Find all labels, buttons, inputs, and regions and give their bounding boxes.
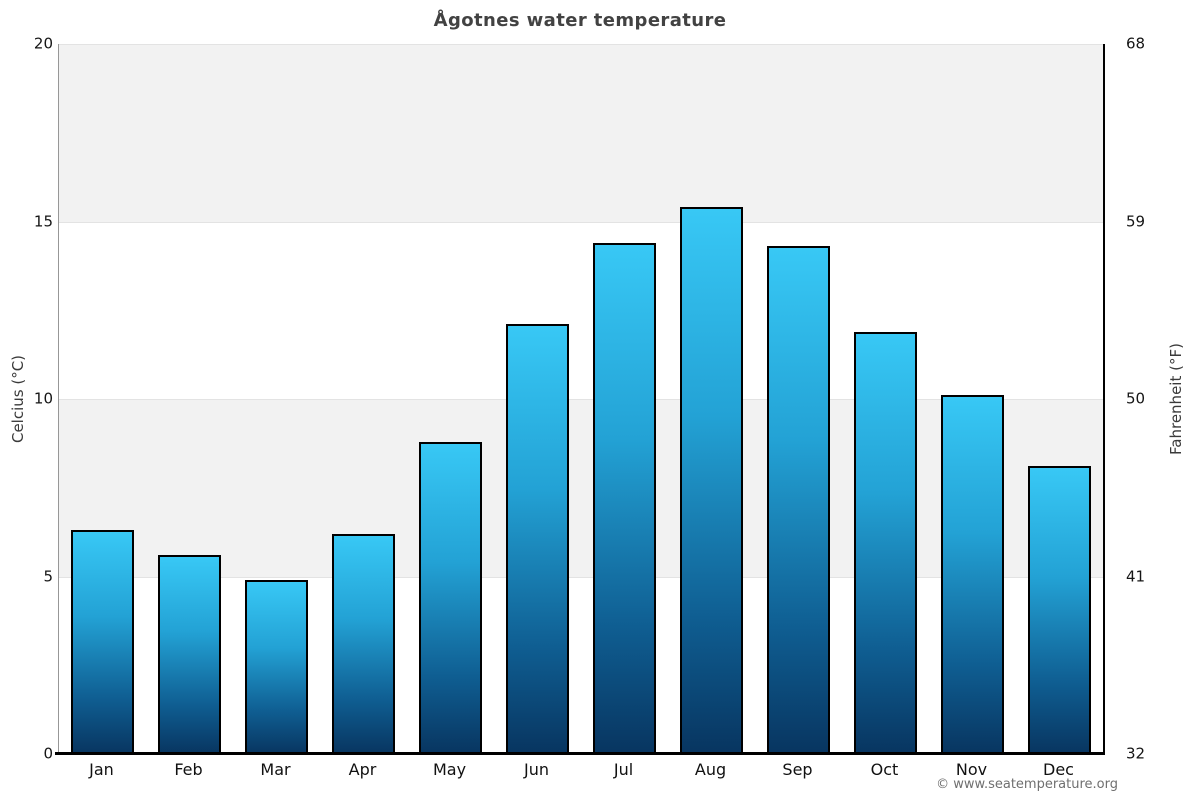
- bar-aug: [680, 207, 743, 754]
- bar-slot-aug: [668, 44, 755, 754]
- y-tick-left-0: 0: [43, 744, 53, 763]
- x-axis-line: [55, 752, 1105, 755]
- bar-slot-sep: [755, 44, 842, 754]
- bar-feb: [158, 555, 221, 754]
- x-tick-jul: Jul: [613, 760, 634, 779]
- x-tick-feb: Feb: [174, 760, 203, 779]
- x-tick-nov: Nov: [955, 760, 988, 779]
- x-tick-jun: Jun: [524, 760, 549, 779]
- bar-dec: [1028, 466, 1091, 754]
- y-tick-left-20: 20: [33, 34, 53, 53]
- y-tick-right-41: 41: [1126, 567, 1146, 585]
- bar-slot-mar: [233, 44, 320, 754]
- x-tick-sep: Sep: [782, 760, 813, 779]
- attribution-text: © www.seatemperature.org: [936, 777, 1118, 792]
- gridline: [59, 44, 1103, 45]
- y-tick-left-10: 10: [33, 389, 53, 408]
- x-tick-oct: Oct: [870, 760, 899, 779]
- bar-slot-apr: [320, 44, 407, 754]
- bar-slot-nov: [929, 44, 1016, 754]
- y-tick-right-50: 50: [1126, 389, 1146, 408]
- bar-slot-dec: [1016, 44, 1103, 754]
- bar-sep: [767, 246, 830, 754]
- grid-band: [59, 44, 1103, 222]
- grid-band: [59, 221, 1103, 399]
- x-tick-jan: Jan: [89, 760, 114, 779]
- y-axis-left-ticks: 0 5 10 15 20: [0, 36, 53, 761]
- bar-slot-may: [407, 44, 494, 754]
- gridline: [59, 399, 1103, 400]
- x-tick-aug: Aug: [694, 760, 727, 779]
- y-tick-left-15: 15: [33, 212, 53, 230]
- x-tick-may: May: [432, 760, 467, 779]
- bar-slot-jun: [494, 44, 581, 754]
- bar-slot-feb: [146, 44, 233, 754]
- y-tick-right-32: 32: [1126, 744, 1146, 763]
- x-tick-dec: Dec: [1043, 760, 1074, 779]
- bar-jan: [71, 530, 134, 754]
- grid-band: [59, 576, 1103, 754]
- bar-mar: [245, 580, 308, 754]
- y-axis-right-ticks: 32 41 50 59 68: [1126, 36, 1186, 761]
- bar-apr: [332, 533, 395, 754]
- bar-jul: [593, 242, 656, 754]
- bar-slot-jan: [59, 44, 146, 754]
- y-tick-left-5: 5: [43, 567, 53, 585]
- bar-jun: [506, 324, 569, 754]
- plot-area: [58, 44, 1105, 754]
- bars-container: [59, 44, 1103, 754]
- gridline: [59, 221, 1103, 223]
- chart-title: Ågotnes water temperature: [433, 10, 727, 31]
- y-tick-right-68: 68: [1126, 34, 1146, 53]
- bar-nov: [941, 395, 1004, 754]
- x-tick-mar: Mar: [260, 760, 291, 779]
- bar-may: [419, 441, 482, 754]
- grid-band: [59, 399, 1103, 577]
- bar-slot-jul: [581, 44, 668, 754]
- y-tick-right-59: 59: [1126, 212, 1146, 230]
- bar-slot-oct: [842, 44, 929, 754]
- x-tick-apr: Apr: [348, 760, 377, 779]
- x-axis-labels: Jan Feb Mar Apr May Jun Jul Aug Sep Oct Nov Dec: [58, 760, 1102, 779]
- gridline: [59, 576, 1103, 578]
- bar-oct: [854, 331, 917, 754]
